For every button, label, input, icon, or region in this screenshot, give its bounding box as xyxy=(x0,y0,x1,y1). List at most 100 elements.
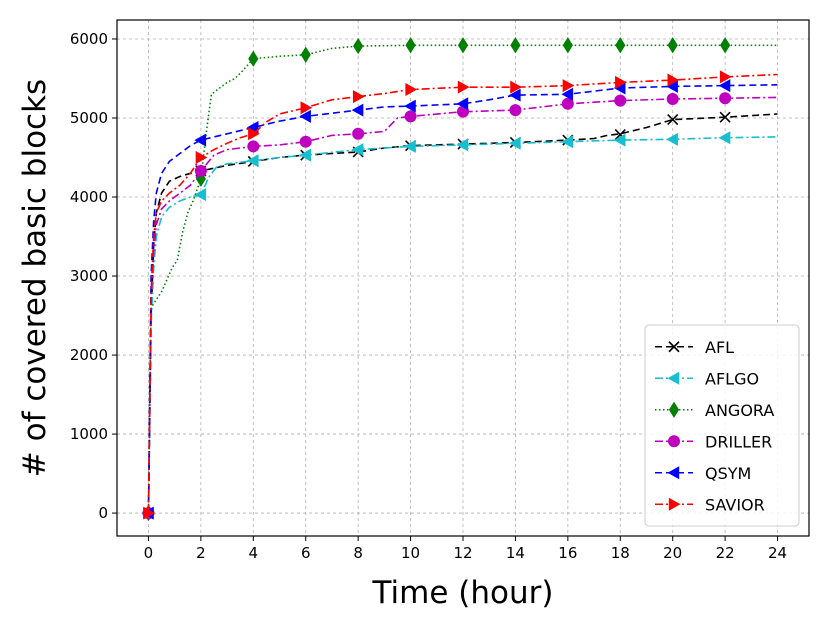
data-point-qsym xyxy=(508,88,521,102)
x-tick-label: 20 xyxy=(663,544,682,562)
data-point-driller xyxy=(247,140,260,153)
data-point-savior xyxy=(667,73,680,87)
data-point-aflgo xyxy=(613,133,626,147)
legend-marker xyxy=(668,401,680,418)
y-tick-label: 0 xyxy=(98,504,108,522)
y-tick-label: 1000 xyxy=(70,425,108,443)
legend-marker xyxy=(668,341,680,353)
x-tick-label: 22 xyxy=(716,544,735,562)
data-point-driller xyxy=(404,110,417,123)
data-point-qsym xyxy=(561,87,574,101)
legend-label: QSYM xyxy=(705,464,751,483)
data-point-angora xyxy=(353,37,364,55)
legend-label: ANGORA xyxy=(705,401,774,420)
data-point-savior xyxy=(300,101,313,115)
data-point-angora xyxy=(457,37,469,54)
data-point-driller xyxy=(666,93,679,106)
legend-label: DRILLER xyxy=(705,432,772,451)
x-tick-label: 6 xyxy=(301,544,311,562)
data-point-angora xyxy=(248,50,259,67)
data-point-driller xyxy=(299,135,312,148)
y-tick-label: 4000 xyxy=(70,188,108,206)
x-tick-label: 2 xyxy=(196,544,206,562)
data-point-aflgo xyxy=(194,188,207,202)
data-point-driller xyxy=(509,104,522,117)
legend-marker xyxy=(668,497,681,511)
legend-label: SAVIOR xyxy=(705,495,765,514)
data-point-afl xyxy=(719,111,731,123)
data-point-savior xyxy=(510,80,522,94)
series-line-afl xyxy=(147,113,778,514)
x-tick-label: 0 xyxy=(144,544,154,562)
y-tick-label: 3000 xyxy=(70,267,108,285)
data-point-angora xyxy=(615,37,626,54)
legend-item-angora: ANGORA xyxy=(655,401,774,420)
series-savior xyxy=(143,70,778,520)
y-tick-label: 5000 xyxy=(70,109,108,127)
y-tick-label: 6000 xyxy=(70,30,108,48)
data-point-savior xyxy=(457,80,470,94)
x-tick-label: 18 xyxy=(611,544,630,562)
data-point-qsym xyxy=(718,79,731,93)
x-tick-label: 10 xyxy=(401,544,420,562)
data-point-aflgo xyxy=(508,136,521,150)
data-point-angora xyxy=(667,37,678,54)
data-point-afl xyxy=(667,113,679,126)
x-tick-label: 24 xyxy=(768,544,787,562)
series-line-driller xyxy=(147,96,778,514)
legend-marker xyxy=(667,371,680,385)
data-point-angora xyxy=(300,46,311,63)
data-point-qsym xyxy=(194,133,207,147)
legend: AFL AFLGO ANGORA DRILLER QSYM SAVIOR xyxy=(644,324,800,527)
data-point-driller xyxy=(614,94,627,107)
data-point-qsym xyxy=(666,79,678,93)
x-tick-label: 8 xyxy=(353,544,363,562)
data-point-angora xyxy=(405,37,416,54)
legend-marker xyxy=(668,435,680,448)
axis-ticks: 0 2 4 6 8 10 12 14 16 18 20 22 240100020003000400050… xyxy=(70,30,787,562)
data-point-savior xyxy=(195,150,208,164)
x-tick-label: 12 xyxy=(453,544,472,562)
data-point-angora xyxy=(510,37,521,54)
data-point-aflgo xyxy=(404,139,416,153)
legend-label: AFL xyxy=(705,338,734,357)
data-point-aflgo xyxy=(718,131,731,145)
data-point-aflgo xyxy=(351,143,364,157)
data-point-aflgo xyxy=(299,148,311,162)
legend-item-savior: SAVIOR xyxy=(655,495,765,514)
legend-marker xyxy=(667,466,680,480)
series-driller xyxy=(142,92,778,520)
legend-item-aflgo: AFLGO xyxy=(655,369,759,388)
data-point-driller xyxy=(352,127,365,140)
series-qsym xyxy=(141,79,778,520)
data-point-qsym xyxy=(351,103,364,117)
legend-box xyxy=(644,324,800,527)
data-point-savior xyxy=(405,83,418,97)
data-point-aflgo xyxy=(561,135,574,149)
data-point-savior xyxy=(562,79,575,93)
data-point-aflgo xyxy=(246,154,259,168)
data-point-savior xyxy=(615,75,627,89)
data-point-angora xyxy=(562,37,573,54)
data-point-aflgo xyxy=(456,138,469,152)
y-axis-title: # of covered basic blocks xyxy=(17,79,53,477)
x-tick-label: 4 xyxy=(249,544,259,562)
data-point-driller xyxy=(194,164,207,177)
x-tick-label: 14 xyxy=(506,544,525,562)
data-point-savior xyxy=(248,127,260,141)
series-line-qsym xyxy=(147,84,778,514)
x-axis-title: Time (hour) xyxy=(372,575,554,611)
legend-item-afl: AFL xyxy=(655,338,734,357)
data-point-savior xyxy=(719,70,732,84)
data-point-savior xyxy=(352,90,365,104)
legend-item-driller: DRILLER xyxy=(655,432,772,451)
series-group xyxy=(141,37,778,522)
data-point-angora xyxy=(720,37,731,54)
data-point-savior xyxy=(143,506,155,520)
data-point-qsym xyxy=(456,97,469,111)
data-point-driller xyxy=(719,92,732,105)
data-point-qsym xyxy=(404,99,416,113)
y-tick-label: 2000 xyxy=(70,346,108,364)
